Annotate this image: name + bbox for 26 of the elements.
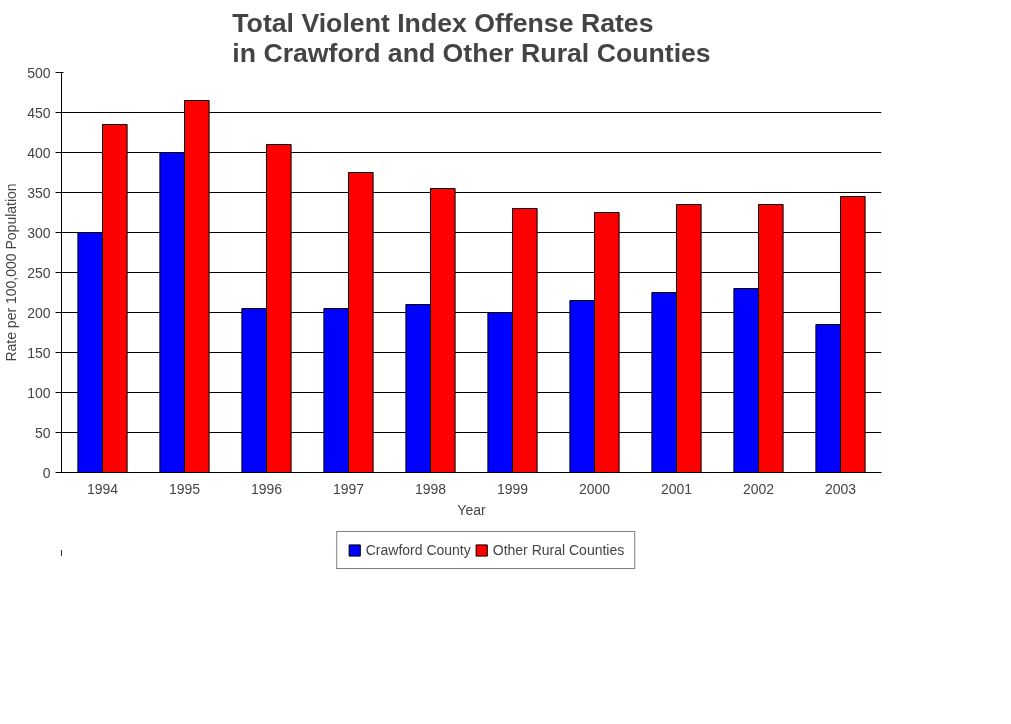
x-tick-label: 2003 — [824, 480, 857, 497]
x-tick-label: 1994 — [86, 480, 119, 497]
y-tick-label: 150 — [27, 344, 51, 361]
y-tick-label: 300 — [27, 224, 51, 241]
legend-label: Other Rural Counties — [492, 542, 625, 558]
y-axis-title: Rate per 100,000 Population — [3, 183, 20, 362]
y-tick-label: 200 — [27, 304, 51, 321]
x-tick-label: 2002 — [742, 480, 775, 497]
x-tick-label: 2001 — [660, 480, 693, 497]
x-tick-label: 1996 — [250, 480, 283, 497]
y-tick-label: 100 — [27, 384, 51, 401]
y-tick-label: 500 — [27, 64, 51, 81]
chart-title: Total Violent Index Offense Rates in Crawford and Other Rural Counties — [232, 7, 711, 68]
legend-label: Crawford County — [365, 542, 471, 558]
y-tick-label: 450 — [27, 104, 51, 121]
y-tick-label: 400 — [27, 144, 51, 161]
x-tick-label: 1995 — [168, 480, 201, 497]
x-tick-label: 2000 — [578, 480, 611, 497]
y-tick-label: 0 — [42, 464, 51, 481]
x-tick-label: 1997 — [332, 480, 365, 497]
y-tick-label: 350 — [27, 184, 51, 201]
x-axis-title: Year — [457, 501, 486, 518]
x-tick-label: 1999 — [496, 480, 529, 497]
y-tick-label: 250 — [27, 264, 51, 281]
y-tick-label: 50 — [34, 424, 51, 441]
x-tick-label: 1998 — [414, 480, 447, 497]
